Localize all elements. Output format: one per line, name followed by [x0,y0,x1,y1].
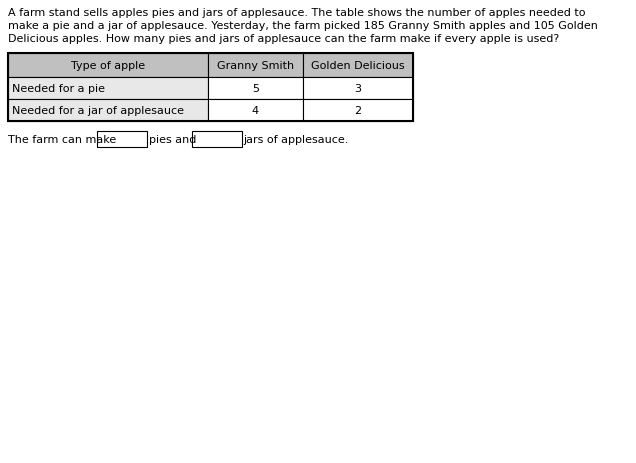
Text: Needed for a jar of applesauce: Needed for a jar of applesauce [12,106,184,116]
Text: 4: 4 [252,106,259,116]
Text: The farm can make: The farm can make [8,135,116,144]
Bar [303,54,413,78]
Bar [208,54,303,78]
Text: Needed for a pie: Needed for a pie [12,84,105,94]
Text: Delicious apples. How many pies and jars of applesauce can the farm make if ever: Delicious apples. How many pies and jars… [8,34,559,44]
Bar [303,78,413,100]
Text: 3: 3 [354,84,361,94]
Text: pies and: pies and [149,135,196,144]
Bar [8,54,208,78]
Bar [8,100,208,122]
Text: Type of apple: Type of apple [71,61,145,71]
Text: make a pie and a jar of applesauce. Yesterday, the farm picked 185 Granny Smith : make a pie and a jar of applesauce. Yest… [8,21,598,31]
Bar [8,78,208,100]
Text: jars of applesauce.: jars of applesauce. [244,135,349,144]
Bar [8,54,413,122]
Text: 5: 5 [252,84,259,94]
Text: 2: 2 [354,106,361,116]
Text: Granny Smith: Granny Smith [217,61,294,71]
Bar [97,131,147,148]
Bar [303,100,413,122]
Bar [208,78,303,100]
Bar [191,131,242,148]
Text: Golden Delicious: Golden Delicious [311,61,404,71]
Text: A farm stand sells apples pies and jars of applesauce. The table shows the numbe: A farm stand sells apples pies and jars … [8,8,586,18]
Bar [208,100,303,122]
